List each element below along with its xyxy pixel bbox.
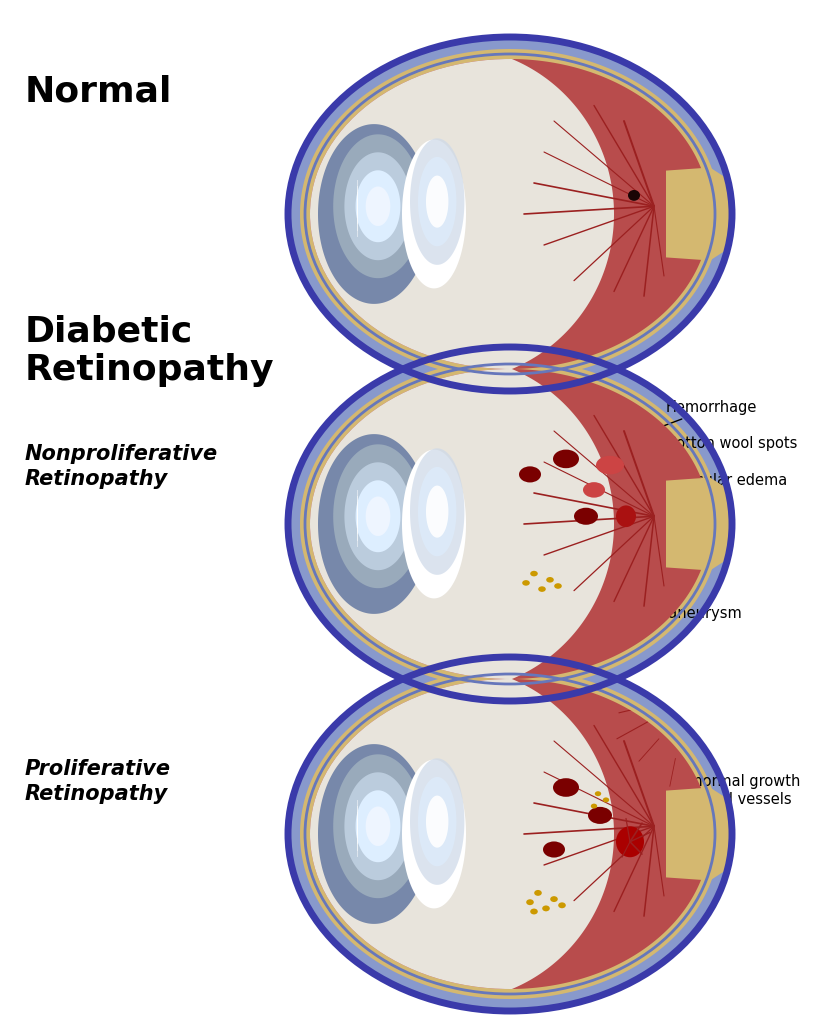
Polygon shape — [300, 49, 720, 379]
Polygon shape — [344, 772, 412, 881]
Polygon shape — [344, 462, 412, 570]
Polygon shape — [426, 796, 448, 848]
Polygon shape — [410, 138, 465, 265]
Text: Diabetic
Retinopathy: Diabetic Retinopathy — [25, 314, 275, 387]
Polygon shape — [288, 657, 732, 1011]
Polygon shape — [333, 755, 423, 898]
Polygon shape — [410, 759, 465, 885]
Polygon shape — [300, 359, 720, 689]
Polygon shape — [410, 449, 465, 574]
Polygon shape — [310, 369, 710, 679]
Polygon shape — [666, 477, 734, 570]
Polygon shape — [418, 467, 457, 556]
Text: Abnormal growth
of blood vessels: Abnormal growth of blood vessels — [638, 774, 801, 840]
Polygon shape — [402, 139, 466, 289]
Ellipse shape — [588, 807, 612, 824]
Ellipse shape — [526, 899, 533, 905]
Ellipse shape — [596, 456, 624, 474]
Ellipse shape — [543, 842, 565, 857]
Ellipse shape — [553, 778, 579, 797]
Polygon shape — [366, 186, 390, 226]
Ellipse shape — [558, 902, 566, 908]
Ellipse shape — [554, 584, 562, 589]
Ellipse shape — [538, 587, 546, 592]
Ellipse shape — [628, 190, 640, 201]
Ellipse shape — [546, 577, 554, 583]
Polygon shape — [666, 787, 734, 881]
Polygon shape — [286, 667, 614, 1001]
Text: Microaneurysm: Microaneurysm — [550, 580, 743, 622]
Polygon shape — [310, 679, 710, 989]
Ellipse shape — [519, 466, 541, 482]
Text: Hemorrhage: Hemorrhage — [580, 400, 758, 458]
Polygon shape — [318, 124, 430, 304]
Polygon shape — [366, 807, 390, 846]
Polygon shape — [418, 157, 457, 246]
Polygon shape — [286, 47, 614, 381]
Ellipse shape — [522, 581, 530, 586]
Polygon shape — [333, 444, 423, 588]
Polygon shape — [288, 347, 732, 701]
Polygon shape — [310, 59, 710, 369]
Ellipse shape — [530, 570, 538, 577]
Text: Proliferative
Retinopathy: Proliferative Retinopathy — [25, 759, 171, 804]
Polygon shape — [356, 170, 400, 243]
Text: Cotton wool spots: Cotton wool spots — [624, 436, 797, 466]
Polygon shape — [356, 791, 400, 862]
Ellipse shape — [550, 896, 557, 902]
Polygon shape — [333, 134, 423, 279]
Polygon shape — [286, 356, 614, 691]
Ellipse shape — [616, 826, 644, 857]
Ellipse shape — [590, 804, 597, 809]
Polygon shape — [418, 777, 457, 866]
Polygon shape — [344, 153, 412, 260]
Ellipse shape — [530, 908, 538, 914]
Polygon shape — [318, 434, 430, 614]
Text: Macular edema: Macular edema — [638, 473, 787, 515]
Ellipse shape — [616, 506, 636, 527]
Polygon shape — [426, 485, 448, 538]
Ellipse shape — [543, 905, 550, 911]
Polygon shape — [426, 175, 448, 227]
Polygon shape — [402, 760, 466, 908]
Text: Nonproliferative
Retinopathy: Nonproliferative Retinopathy — [25, 444, 218, 488]
Polygon shape — [356, 480, 400, 552]
Polygon shape — [300, 669, 720, 999]
Ellipse shape — [595, 792, 601, 797]
Polygon shape — [402, 450, 466, 598]
Ellipse shape — [553, 450, 579, 468]
Ellipse shape — [574, 508, 598, 524]
Polygon shape — [318, 744, 430, 924]
Ellipse shape — [583, 482, 605, 498]
Ellipse shape — [603, 798, 609, 803]
Text: Normal: Normal — [25, 74, 172, 108]
Polygon shape — [366, 497, 390, 536]
Polygon shape — [288, 37, 732, 391]
Polygon shape — [666, 168, 734, 260]
Ellipse shape — [534, 890, 542, 896]
